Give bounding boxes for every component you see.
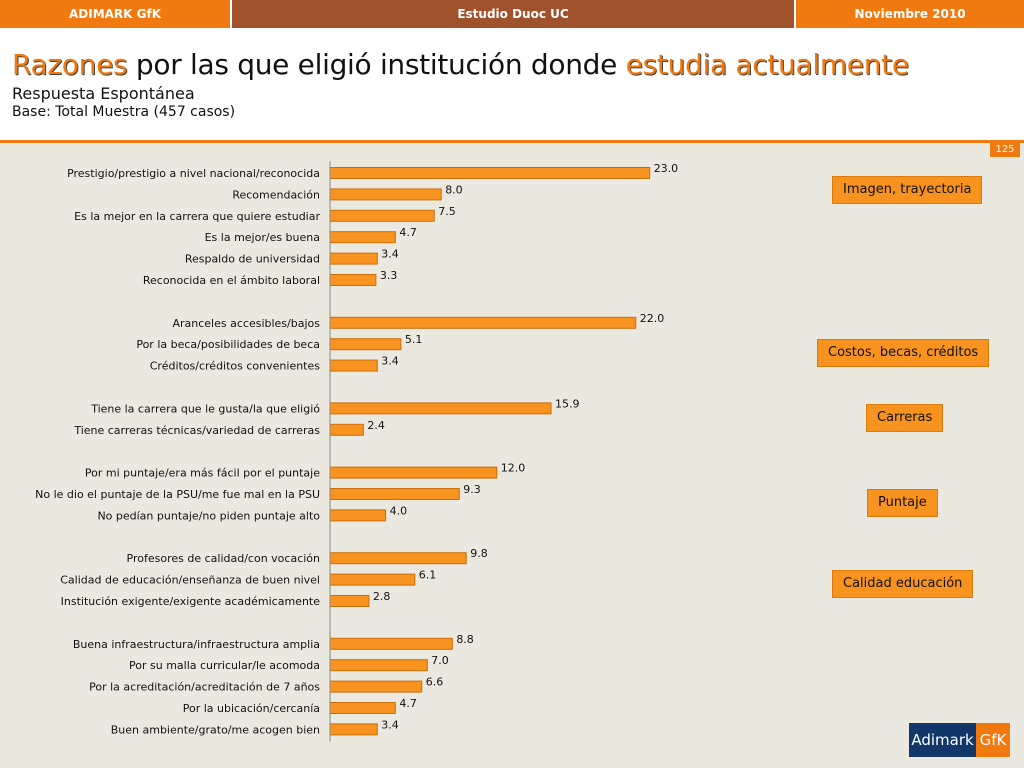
bar — [329, 359, 378, 372]
bar — [329, 316, 637, 329]
value-label: 8.8 — [456, 633, 474, 646]
bar — [329, 702, 396, 714]
value-label: 2.8 — [373, 590, 391, 603]
value-label: 22.0 — [640, 312, 665, 325]
category-label: Por la beca/posibilidades de beca — [136, 338, 320, 351]
bar — [329, 723, 378, 736]
value-label: 3.3 — [380, 269, 398, 282]
adimark-gfk-logo: Adimark GfK — [909, 723, 1010, 757]
bar — [329, 659, 428, 672]
value-label: 3.4 — [381, 355, 399, 368]
title-middle: por las que eligió institución donde — [127, 48, 626, 81]
category-label: Calidad de educación/enseñanza de buen n… — [60, 574, 320, 587]
bar — [329, 252, 378, 265]
page-number: 125 — [990, 143, 1020, 157]
logo-brand: Adimark — [909, 723, 976, 757]
category-label: Institución exigente/exigente académicam… — [61, 595, 321, 608]
bar — [329, 595, 370, 607]
category-label: Profesores de calidad/con vocación — [127, 552, 320, 565]
category-box-costos: Costos, becas, créditos — [817, 339, 990, 367]
category-label: Tiene carreras técnicas/variedad de carr… — [73, 424, 320, 437]
category-label: Reconocida en el ámbito laboral — [143, 274, 320, 287]
category-label: Es la mejor/es buena — [205, 231, 320, 244]
top-bar: ADIMARK GfK Estudio Duoc UC Noviembre 20… — [0, 0, 1024, 28]
value-label: 9.3 — [463, 483, 481, 496]
bar — [329, 167, 651, 179]
category-label: Por mi puntaje/era más fácil por el punt… — [85, 467, 320, 480]
bar — [329, 402, 552, 415]
bar — [329, 573, 416, 586]
brand-header-cell: ADIMARK GfK — [0, 0, 230, 28]
slide-title: Razones por las que eligió institución d… — [12, 48, 909, 81]
category-label: No le dio el puntaje de la PSU/me fue ma… — [35, 488, 320, 501]
category-label: Tiene la carrera que le gusta/la que eli… — [90, 402, 320, 415]
category-label: Aranceles accesibles/bajos — [172, 317, 320, 330]
category-label: Buen ambiente/grato/me acogen bien — [111, 723, 320, 736]
category-label: Créditos/créditos convenientes — [150, 360, 321, 373]
category-box-calidad: Calidad educación — [832, 570, 974, 598]
bar — [329, 423, 364, 436]
logo-partner: GfK — [976, 723, 1010, 757]
value-label: 12.0 — [501, 462, 526, 475]
bar — [329, 637, 453, 650]
category-label: Recomendación — [232, 188, 320, 201]
category-label: Por su malla curricular/le acomoda — [129, 659, 320, 672]
category-box-imagen: Imagen, trayectoria — [832, 176, 983, 204]
category-label: Por la ubicación/cercanía — [183, 702, 320, 715]
header-divider — [0, 140, 1024, 143]
value-label: 4.7 — [399, 697, 417, 710]
bar — [329, 209, 435, 222]
value-label: 3.4 — [381, 248, 399, 261]
sample-base: Base: Total Muestra (457 casos) — [12, 104, 236, 120]
category-label: Respaldo de universidad — [185, 253, 320, 266]
value-label: 23.0 — [654, 162, 679, 175]
value-label: 4.0 — [390, 504, 408, 517]
bar — [329, 680, 423, 693]
value-label: 8.0 — [445, 183, 463, 196]
title-highlight-1: Razones — [12, 48, 128, 81]
category-label: Por la acreditación/acreditación de 7 añ… — [89, 681, 320, 694]
bar — [329, 488, 460, 500]
category-label: Prestigio/prestigio a nivel nacional/rec… — [67, 167, 320, 180]
bar — [329, 274, 377, 286]
value-label: 7.0 — [431, 654, 449, 667]
value-label: 2.4 — [367, 419, 385, 432]
study-header-cell: Estudio Duoc UC — [232, 0, 794, 28]
value-label: 9.8 — [470, 547, 488, 560]
date-header-cell: Noviembre 2010 — [796, 0, 1024, 28]
title-highlight-2: estudia actualmente — [625, 48, 909, 81]
category-label: Buena infraestructura/infraestructura am… — [73, 638, 320, 651]
bar — [329, 509, 387, 522]
category-box-carreras: Carreras — [866, 404, 944, 432]
value-label: 6.1 — [419, 569, 437, 582]
slide-subtitle: Respuesta Espontánea — [12, 84, 195, 103]
category-label: No pedían puntaje/no piden puntaje alto — [97, 509, 320, 522]
bar — [329, 466, 498, 479]
category-box-puntaje: Puntaje — [867, 489, 938, 517]
bar — [329, 552, 467, 565]
category-label: Es la mejor en la carrera que quiere est… — [74, 210, 320, 223]
value-label: 15.9 — [555, 397, 580, 410]
bar — [329, 188, 442, 201]
value-label: 4.7 — [399, 226, 417, 239]
value-label: 6.6 — [426, 676, 444, 689]
value-label: 7.5 — [438, 205, 456, 218]
slide-header: Razones por las que eligió institución d… — [0, 28, 1024, 140]
bar-chart: Prestigio/prestigio a nivel nacional/rec… — [35, 161, 679, 742]
bar — [329, 338, 402, 351]
value-label: 5.1 — [405, 333, 423, 346]
value-label: 3.4 — [381, 718, 399, 731]
bar — [329, 231, 396, 244]
